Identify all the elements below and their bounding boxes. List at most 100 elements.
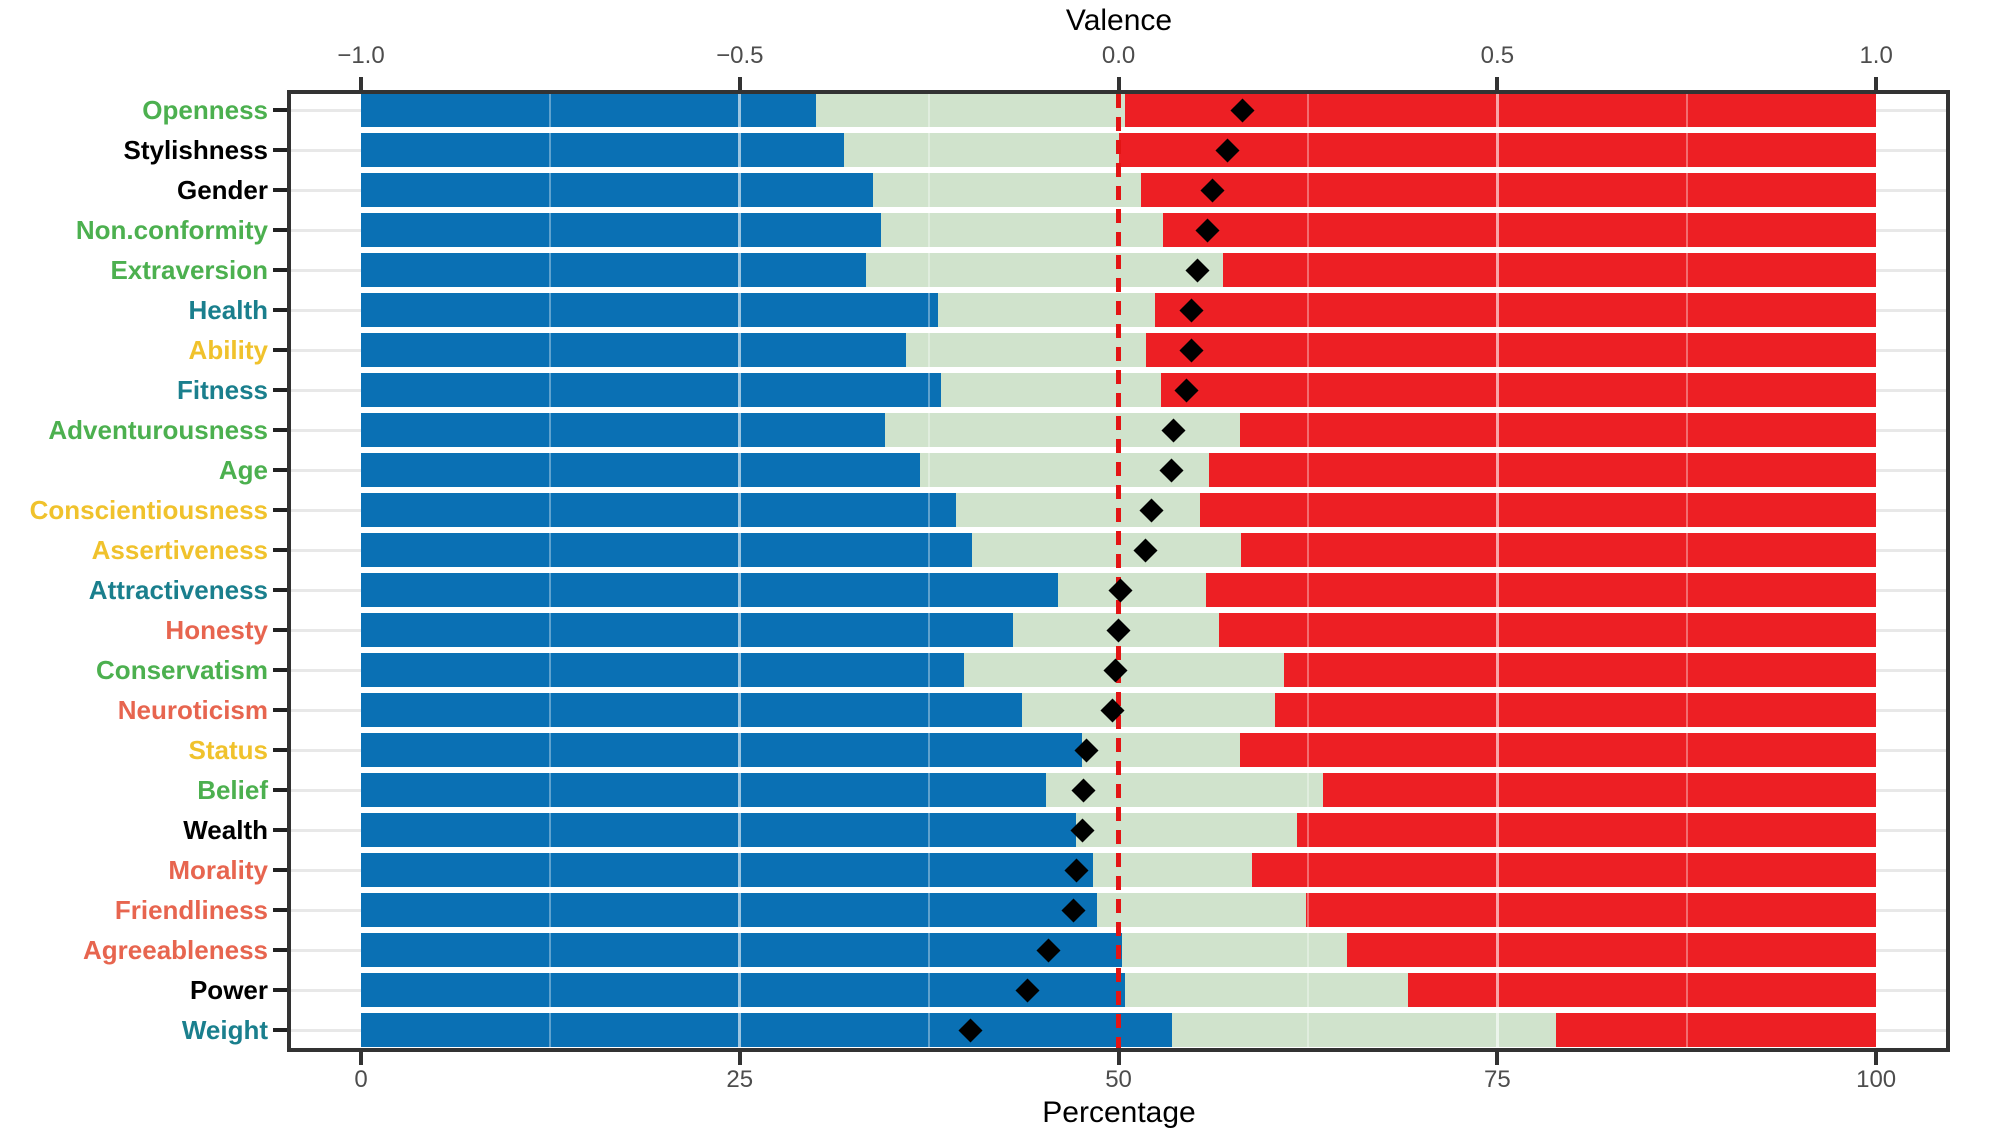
bar-negative-segment [361, 253, 866, 287]
bar-negative-segment [361, 533, 972, 567]
bar-negative-segment [361, 733, 1083, 767]
category-tick-mark [273, 188, 287, 192]
top-tick-label: 0.0 [1101, 42, 1136, 69]
bar-row [361, 1013, 1877, 1047]
category-tick-mark [273, 428, 287, 432]
category-tick-mark [273, 228, 287, 232]
category-tick-mark [273, 588, 287, 592]
vertical-gridline-minor [928, 94, 931, 1048]
bar-negative-segment [361, 973, 1125, 1007]
bottom-axis-title: Percentage [1042, 1096, 1196, 1129]
category-tick-mark [273, 108, 287, 112]
bar-negative-segment [361, 493, 957, 527]
top-tick-label: −1.0 [337, 42, 385, 69]
bar-negative-segment [361, 933, 1122, 967]
category-label: Friendliness [114, 895, 268, 925]
bar-positive-segment [1241, 533, 1877, 567]
bar-positive-segment [1206, 573, 1877, 607]
panel-border [287, 90, 1950, 1052]
bar-positive-segment [1145, 333, 1877, 367]
vertical-gridline-major [738, 94, 742, 1048]
bar-row [361, 373, 1877, 407]
bottom-tick-mark [1116, 1052, 1121, 1065]
category-label: Wealth [183, 815, 268, 845]
bar-neutral-segment [865, 253, 1224, 287]
bar-neutral-segment [1021, 693, 1275, 727]
top-tick-mark [1874, 77, 1879, 90]
bar-row [361, 693, 1877, 727]
category-tick-mark [273, 508, 287, 512]
bottom-tick-label: 0 [354, 1066, 368, 1093]
bar-positive-segment [1162, 213, 1877, 247]
bottom-tick-label: 75 [1484, 1066, 1511, 1093]
top-axis-title: Valence [1065, 4, 1173, 37]
bar-positive-segment [1297, 813, 1877, 847]
bottom-tick-mark [1874, 1052, 1879, 1065]
bottom-tick-mark [737, 1052, 742, 1065]
bottom-tick-mark [359, 1052, 363, 1065]
bar-neutral-segment [815, 93, 1125, 127]
bar-row [361, 533, 1877, 567]
bar-row [361, 893, 1877, 927]
bar-positive-segment [1154, 293, 1877, 327]
bar-positive-segment [1223, 253, 1877, 287]
bar-row [361, 933, 1877, 967]
category-label: Extraversion [110, 255, 268, 285]
bar-neutral-segment [1076, 813, 1298, 847]
category-label: Agreeableness [83, 935, 268, 965]
category-label: Openness [142, 95, 268, 125]
bar-positive-segment [1407, 973, 1877, 1007]
bar-row [361, 293, 1877, 327]
bar-positive-segment [1283, 653, 1877, 687]
category-label: Gender [176, 175, 268, 205]
bar-row [361, 653, 1877, 687]
category-tick-mark [273, 268, 287, 272]
category-label: Age [218, 455, 268, 485]
bar-row [361, 173, 1877, 207]
category-label: Assertiveness [91, 535, 268, 565]
category-tick-mark [273, 828, 287, 832]
top-tick-label: −0.5 [716, 42, 764, 69]
bar-row [361, 613, 1877, 647]
category-label: Belief [197, 775, 268, 805]
bar-row [361, 773, 1877, 807]
category-tick-mark [273, 1028, 287, 1032]
category-tick-mark [273, 868, 287, 872]
category-tick-mark [273, 348, 287, 352]
bar-neutral-segment [1121, 933, 1348, 967]
bar-row [361, 253, 1877, 287]
bar-positive-segment [1274, 693, 1877, 727]
bar-row [361, 93, 1877, 127]
category-tick-mark [273, 308, 287, 312]
category-label: Ability [188, 335, 268, 365]
bar-negative-segment [361, 853, 1093, 887]
category-label: Non.conformity [75, 215, 268, 245]
top-tick-mark [1495, 77, 1500, 90]
bar-negative-segment [361, 373, 942, 407]
category-label: Honesty [165, 615, 268, 645]
category-label: Conservatism [96, 655, 268, 685]
bar-positive-segment [1306, 893, 1877, 927]
category-tick-mark [273, 988, 287, 992]
bar-row [361, 493, 1877, 527]
bar-neutral-segment [971, 533, 1242, 567]
bar-negative-segment [361, 613, 1013, 647]
category-tick-mark [273, 628, 287, 632]
bar-negative-segment [361, 773, 1046, 807]
bar-row [361, 453, 1877, 487]
category-tick-mark [273, 908, 287, 912]
vertical-gridline-major [1495, 94, 1499, 1048]
category-label: Health [188, 295, 268, 325]
category-tick-mark [273, 468, 287, 472]
bottom-tick-label: 100 [1856, 1066, 1897, 1093]
bar-positive-segment [1209, 453, 1877, 487]
bar-neutral-segment [941, 373, 1161, 407]
bar-negative-segment [361, 893, 1098, 927]
bar-neutral-segment [1097, 893, 1307, 927]
bar-positive-segment [1160, 373, 1877, 407]
plot-panel [287, 90, 1950, 1052]
bar-positive-segment [1556, 1013, 1877, 1047]
bar-negative-segment [361, 693, 1022, 727]
bar-neutral-segment [906, 333, 1146, 367]
